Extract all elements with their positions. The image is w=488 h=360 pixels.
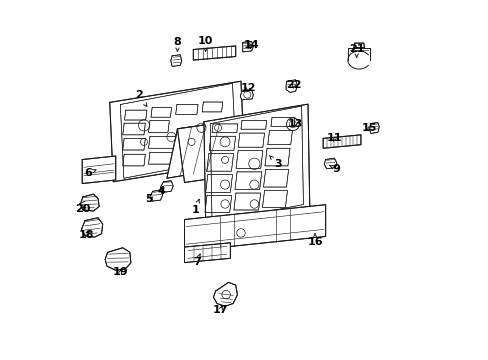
Text: 12: 12 <box>240 83 255 93</box>
Polygon shape <box>213 282 237 306</box>
Polygon shape <box>324 158 336 169</box>
Text: 3: 3 <box>269 156 281 169</box>
Polygon shape <box>242 41 253 52</box>
Text: 19: 19 <box>112 267 128 278</box>
Polygon shape <box>109 81 244 182</box>
Text: 22: 22 <box>285 80 301 90</box>
Text: 6: 6 <box>84 168 96 178</box>
Text: 4: 4 <box>157 186 165 195</box>
Polygon shape <box>285 80 297 93</box>
Polygon shape <box>184 205 325 251</box>
Polygon shape <box>203 104 309 224</box>
Polygon shape <box>353 43 364 48</box>
Polygon shape <box>240 90 253 100</box>
Text: 11: 11 <box>326 133 342 143</box>
Text: 7: 7 <box>193 254 201 267</box>
Polygon shape <box>193 46 235 60</box>
Polygon shape <box>81 218 102 237</box>
Polygon shape <box>184 243 230 262</box>
Text: 17: 17 <box>212 305 228 315</box>
Polygon shape <box>166 121 233 178</box>
Text: 10: 10 <box>198 36 213 51</box>
Text: 18: 18 <box>79 230 94 240</box>
Text: 14: 14 <box>243 40 259 50</box>
Text: 16: 16 <box>306 234 322 247</box>
Text: 1: 1 <box>191 199 199 215</box>
Text: 2: 2 <box>135 90 146 106</box>
Polygon shape <box>81 194 99 211</box>
Text: 13: 13 <box>287 118 303 129</box>
Polygon shape <box>160 181 173 192</box>
Polygon shape <box>323 135 360 148</box>
Text: 20: 20 <box>75 204 90 214</box>
Polygon shape <box>82 156 116 184</box>
Polygon shape <box>105 248 131 270</box>
Polygon shape <box>177 121 239 183</box>
Polygon shape <box>170 55 182 66</box>
Text: 15: 15 <box>361 123 377 133</box>
Text: 8: 8 <box>173 37 181 51</box>
Text: 21: 21 <box>348 45 364 58</box>
Polygon shape <box>368 122 379 134</box>
Text: 9: 9 <box>329 164 340 174</box>
Text: 5: 5 <box>145 194 153 204</box>
Polygon shape <box>150 190 163 201</box>
